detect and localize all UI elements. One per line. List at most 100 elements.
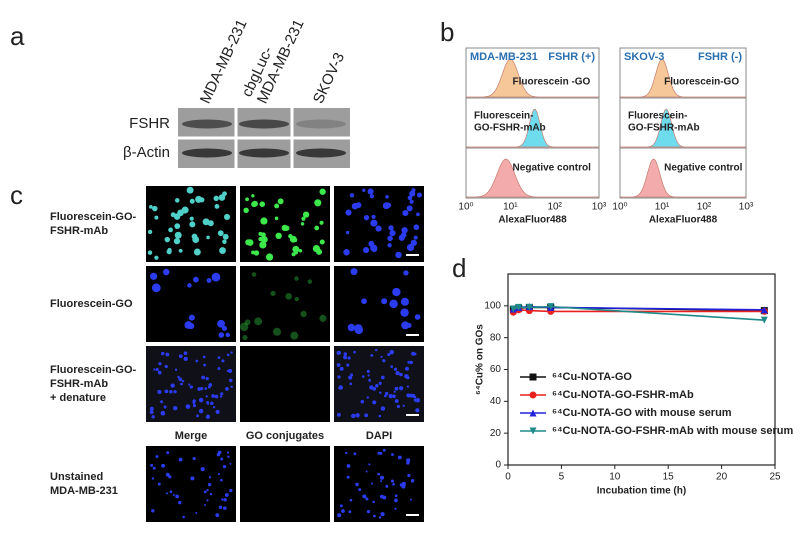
cell [307,279,313,284]
cell [407,195,413,201]
cell [348,510,352,514]
flow-histogram [620,108,746,148]
cell [204,387,208,390]
micrograph [240,346,330,422]
legend-label: ⁶⁴Cu-NOTA-GO-FSHR-mAb with mouse serum [552,425,794,437]
cell [371,214,376,219]
cell [381,298,388,305]
cell [165,472,170,477]
cell [230,385,233,389]
cell [302,211,310,218]
cell [369,385,374,390]
cell [343,249,350,256]
cell [399,386,404,391]
cell [405,366,409,371]
cell [338,386,341,390]
cell [274,216,279,221]
cell [387,353,391,357]
row-label: FSHR-mAb [50,225,108,237]
cell [361,298,367,305]
flow-frame [465,47,600,199]
cell [220,478,223,482]
cell [180,382,183,386]
cell [219,247,226,254]
cell [346,363,350,367]
cell [160,400,164,404]
cell [377,472,380,476]
cell [222,233,229,240]
cell [378,414,382,418]
cell [260,232,266,238]
y-tick-label: 80 [490,332,502,343]
cell [381,375,385,380]
cell [413,224,420,231]
cell [375,225,382,232]
cell [218,194,226,201]
cell [367,374,370,377]
cell [161,351,165,356]
cell [337,350,342,355]
cell [178,457,183,462]
cell [206,402,210,405]
cell [174,223,181,230]
cell [390,365,394,369]
cell [409,190,416,197]
cell [385,195,389,199]
cell [346,475,350,479]
cell [403,270,409,276]
cell [200,467,205,472]
cell [401,321,410,330]
cell [188,383,191,386]
cell [152,466,156,470]
flow-histogram [620,58,746,98]
panel-label: c [10,180,23,210]
cell [336,363,341,367]
cell [361,375,365,378]
cell [409,199,414,204]
micrograph [334,266,424,342]
cell [218,505,223,509]
cell [384,394,387,398]
cell [319,239,325,245]
flow-histogram [465,158,599,198]
cell [365,497,369,501]
cell [284,225,290,231]
row-label: Fluorescein-GO- [50,364,137,376]
cell [220,392,224,396]
point [529,409,537,417]
cell [390,479,394,483]
cell [204,504,207,506]
cell [205,414,211,419]
micrograph [146,266,236,342]
cell [221,359,225,363]
x-tick-label: 5 [559,472,565,483]
cell [396,404,401,409]
cell [198,408,204,414]
x-axis-label: Incubation time (h) [597,486,686,497]
cell [394,386,399,391]
cell [400,308,409,317]
cell [155,367,159,372]
cell [362,494,367,499]
cell [393,390,396,393]
column-label: Merge [175,430,207,442]
cell [209,492,213,496]
cell [154,255,159,260]
cell [164,364,168,369]
cell [243,207,249,214]
cell [192,404,197,408]
cell [337,513,342,518]
y-axis-label: ⁶⁴Cu% on GOs [475,324,486,395]
cell [316,248,323,255]
cell [215,409,220,415]
cell [214,204,220,209]
cell [150,463,154,467]
cell [402,404,405,407]
cell [182,515,185,519]
cell [173,406,178,411]
cell [393,367,398,371]
cell [157,370,162,375]
cell [409,360,414,365]
cell [214,394,219,399]
x-axis-label: AlexaFluor488 [498,215,567,226]
